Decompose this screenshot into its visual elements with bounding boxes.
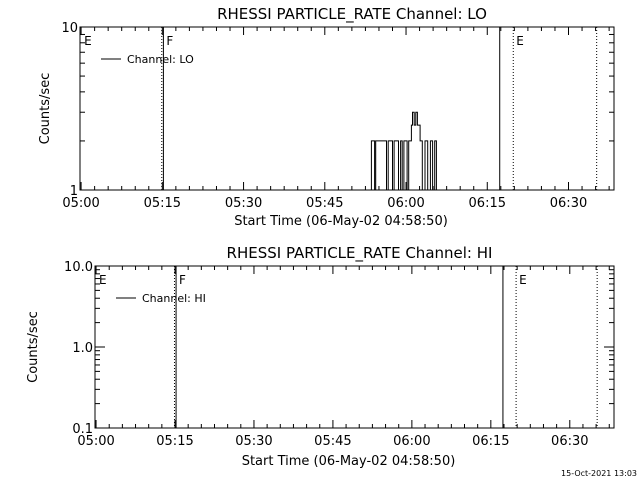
x-tick-label: 06:00 [387,196,424,211]
x-tick-label: 06:15 [469,196,506,211]
plot-frame [94,265,615,429]
x-tick-label: 05:15 [156,434,193,449]
y-tick-label: 10 [61,21,78,36]
chart-title: RHESSI PARTICLE_RATE Channel: HI [227,244,493,263]
panel-lo: RHESSI PARTICLE_RATE Channel: LO Start Ti… [38,5,615,229]
x-tick-label: 06:15 [472,434,509,449]
event-marker-label: E [519,273,527,287]
x-tick-label: 05:00 [77,434,114,449]
x-axis-label: Start Time (06-May-02 04:58:50) [242,454,456,469]
y-tick-label: 0.1 [72,422,93,437]
panel-hi: RHESSI PARTICLE_RATE Channel: HI Start Ti… [26,244,615,469]
x-tick-label: 05:30 [235,434,272,449]
x-tick-label: 05:45 [314,434,351,449]
y-tick-label: 1.0 [72,341,93,356]
event-marker-label: F [166,34,173,48]
x-tick-label: 06:00 [393,434,430,449]
x-tick-label: 06:30 [551,434,588,449]
x-axis-label: Start Time (06-May-02 04:58:50) [234,214,448,229]
chart-title: RHESSI PARTICLE_RATE Channel: LO [217,5,487,24]
event-marker-label: F [179,273,186,287]
x-tick-label: 05:00 [62,196,99,211]
x-tick-label: 05:30 [225,196,262,211]
event-marker-label: E [99,273,107,287]
footer-timestamp: 15-Oct-2021 13:03 [561,469,637,478]
x-tick-label: 05:15 [144,196,181,211]
plot-frame [79,26,615,191]
x-tick-label: 06:30 [550,196,587,211]
legend-entry: Channel: HI [142,292,206,305]
event-marker-label: E [84,34,92,48]
y-axis-label: Counts/sec [26,311,41,383]
y-axis-label: Counts/sec [38,73,53,145]
x-tick-label: 05:45 [306,196,343,211]
legend-entry: Channel: LO [127,53,194,66]
event-marker-label: E [516,34,524,48]
y-tick-label: 10.0 [64,260,93,275]
y-tick-label: 1 [70,184,78,199]
series-line [370,111,439,191]
